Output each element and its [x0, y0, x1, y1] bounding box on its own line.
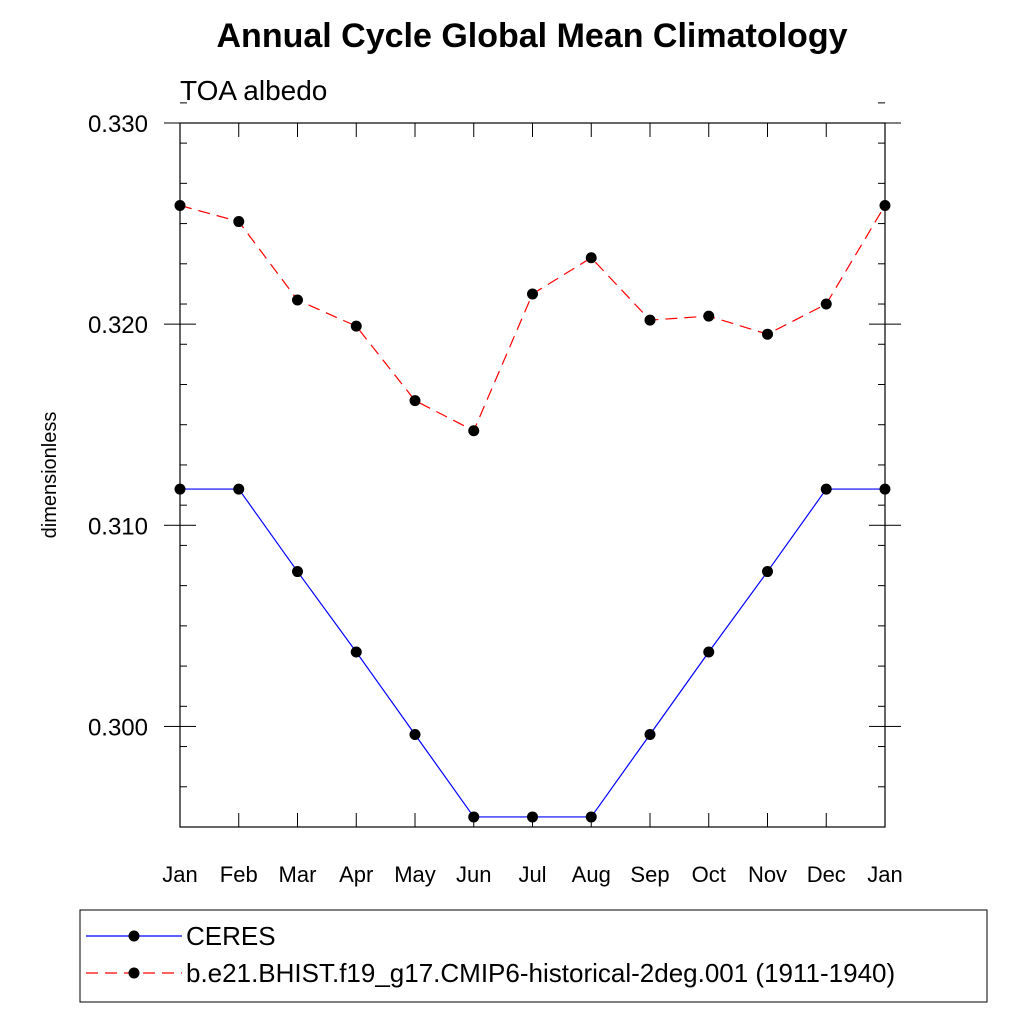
- data-point-0-2: [292, 566, 303, 578]
- legend-marker-1: [128, 967, 140, 979]
- series-line-1: [179, 204, 886, 432]
- x-tick-label: Nov: [748, 862, 787, 887]
- x-tick-label: Feb: [220, 862, 258, 887]
- data-point-1-8: [644, 314, 656, 326]
- y-tick-label: 0.310: [88, 513, 148, 540]
- data-point-0-5: [468, 811, 480, 823]
- legend-label-1: b.e21.BHIST.f19_g17.CMIP6-historical-2de…: [186, 958, 895, 988]
- data-point-0-12: [879, 483, 891, 495]
- x-tick-label: Mar: [279, 862, 317, 887]
- chart-subtitle: TOA albedo: [180, 75, 327, 106]
- data-point-0-7: [585, 811, 597, 823]
- data-point-1-3: [350, 320, 362, 332]
- data-point-0-0: [174, 483, 186, 495]
- x-tick-label: Oct: [692, 862, 726, 887]
- data-point-1-12: [879, 199, 891, 211]
- x-tick-label: Dec: [807, 862, 846, 887]
- data-point-1-2: [292, 294, 303, 306]
- x-tick-label: Jun: [456, 862, 491, 887]
- data-point-1-6: [527, 288, 538, 300]
- data-point-0-8: [644, 728, 656, 740]
- data-point-0-10: [762, 566, 773, 578]
- y-tick-label: 0.320: [88, 312, 148, 339]
- data-point-0-6: [527, 811, 538, 823]
- y-tick-label: 0.300: [88, 714, 148, 741]
- data-point-0-1: [233, 483, 245, 495]
- data-point-0-9: [703, 646, 715, 658]
- legend-box: [79, 909, 988, 1003]
- data-point-1-11: [820, 298, 832, 310]
- data-point-1-4: [409, 395, 421, 407]
- plot-frame: [179, 122, 886, 828]
- x-tick-label: Jul: [518, 862, 546, 887]
- data-point-1-7: [585, 252, 597, 264]
- y-tick-label: 0.330: [88, 111, 148, 138]
- data-point-1-0: [174, 199, 186, 211]
- axis-ticks: Jan Feb Mar Apr May Jun Jul Aug Sep Oct Nov Dec Jan 0…: [88, 102, 903, 887]
- data-point-1-1: [233, 216, 245, 228]
- x-tick-label: Aug: [572, 862, 611, 887]
- legend-marker-0: [128, 930, 140, 942]
- data-point-1-10: [762, 328, 773, 340]
- y-axis-label: dimensionless: [39, 412, 61, 539]
- x-tick-label: Jan: [867, 862, 902, 887]
- x-tick-label: Apr: [339, 862, 373, 887]
- data-point-0-11: [820, 483, 832, 495]
- series-line-0: [180, 488, 885, 818]
- x-tick-label: Sep: [630, 862, 669, 887]
- legend: CERES b.e21.BHIST.f19_g17.CMIP6-historica…: [86, 921, 895, 988]
- x-tick-label: May: [394, 862, 436, 887]
- data-point-1-9: [703, 310, 715, 322]
- legend-label-0: CERES: [186, 921, 276, 951]
- series-layer: [174, 199, 891, 823]
- data-point-1-5: [468, 425, 480, 437]
- data-point-0-3: [350, 646, 362, 658]
- chart-title: Annual Cycle Global Mean Climatology: [217, 17, 848, 55]
- x-tick-label: Jan: [162, 862, 197, 887]
- data-point-0-4: [409, 728, 421, 740]
